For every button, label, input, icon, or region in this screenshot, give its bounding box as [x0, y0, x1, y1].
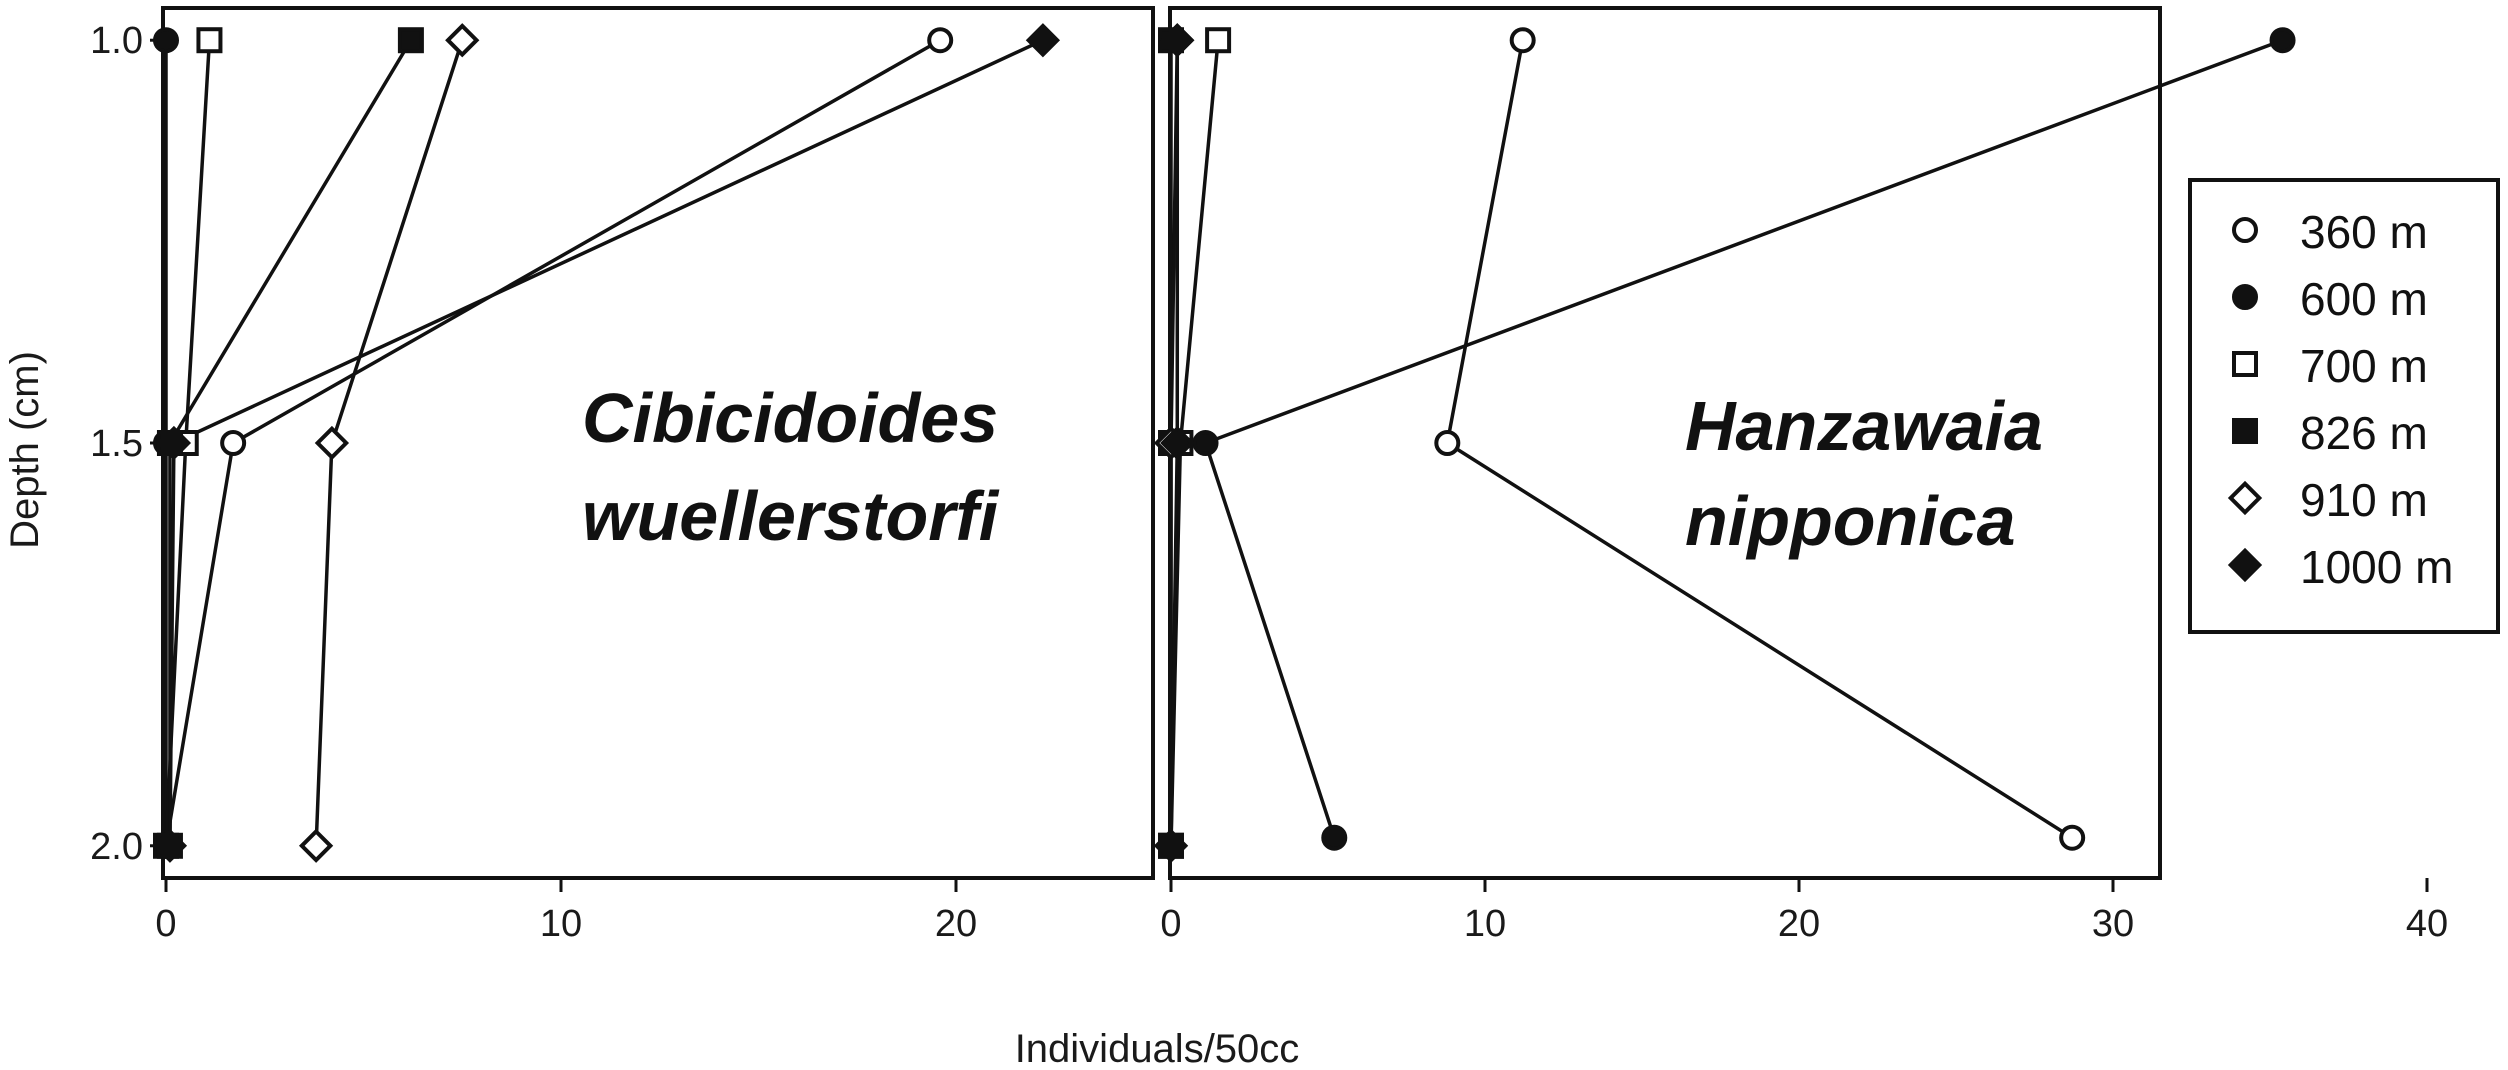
x-tick-label: 0: [1160, 903, 1181, 945]
data-point-p0-s0-0: [927, 27, 954, 54]
legend-label-2: 700 m: [2300, 340, 2428, 392]
legend-marker-4: [2227, 480, 2263, 516]
legend-label-0: 360 m: [2300, 206, 2428, 258]
legend-marker-3: [2232, 418, 2258, 444]
legend-label-1: 600 m: [2300, 273, 2428, 325]
legend-marker-0: [2232, 217, 2258, 243]
data-point-p0-s3-0: [397, 27, 424, 54]
species-label-right-line2: nipponica: [1685, 482, 2016, 560]
data-point-p1-s5-2: [1153, 828, 1189, 863]
y-tick-label: 1.5: [90, 423, 143, 465]
data-point-p1-s2-0: [1205, 27, 1232, 54]
legend-marker-5: [2227, 547, 2263, 583]
x-tick-label: 10: [540, 903, 582, 945]
legend-marker-2: [2232, 351, 2258, 377]
legend-label-5: 1000 m: [2300, 541, 2453, 593]
data-point-p1-s1-1: [1192, 430, 1219, 456]
legend-label-4: 910 m: [2300, 474, 2428, 526]
x-tick-label: 20: [935, 903, 977, 945]
x-axis-label: Individuals/50cc: [1015, 1027, 1300, 1070]
x-tick-label: 20: [1778, 903, 1820, 945]
data-point-p0-s5-2: [152, 828, 188, 863]
data-point-p1-s5-1: [1160, 425, 1195, 461]
species-label-left-line2: wuellerstorfi: [582, 477, 1000, 555]
data-point-p0-s4-0: [445, 23, 480, 58]
data-point-p0-s1-0: [153, 27, 179, 54]
data-point-p0-s4-2: [298, 828, 334, 863]
data-point-p1-s0-2: [2059, 824, 2086, 851]
y-tick-label: 2.0: [90, 826, 143, 868]
data-point-p1-s1-0: [2269, 27, 2296, 54]
legend-label-3: 826 m: [2300, 407, 2428, 459]
data-point-p1-s0-0: [1509, 27, 1536, 54]
data-point-p0-s0-1: [220, 430, 247, 456]
data-point-p0-s5-1: [156, 425, 192, 461]
x-tick-label: 10: [1464, 903, 1506, 945]
data-point-p0-s4-1: [314, 425, 350, 461]
x-tick-label: 30: [2092, 903, 2134, 945]
data-point-p1-s1-2: [1321, 824, 1348, 851]
legend-marker-1: [2232, 284, 2258, 310]
data-point-p0-s2-0: [196, 27, 223, 54]
data-point-p0-s5-0: [1025, 23, 1061, 58]
y-tick-label: 1.0: [90, 20, 143, 62]
x-tick-label: 40: [2406, 903, 2448, 945]
species-label-right-line1: Hanzawaia: [1685, 387, 2043, 465]
series-line-p0-s3: [168, 39, 413, 846]
x-tick-label: 0: [155, 903, 176, 945]
species-label-left-line1: Cibicidoides: [582, 379, 998, 457]
y-axis-label: Depth (cm): [3, 351, 47, 549]
data-point-p1-s5-0: [1160, 23, 1195, 58]
data-point-p1-s0-1: [1434, 430, 1461, 456]
